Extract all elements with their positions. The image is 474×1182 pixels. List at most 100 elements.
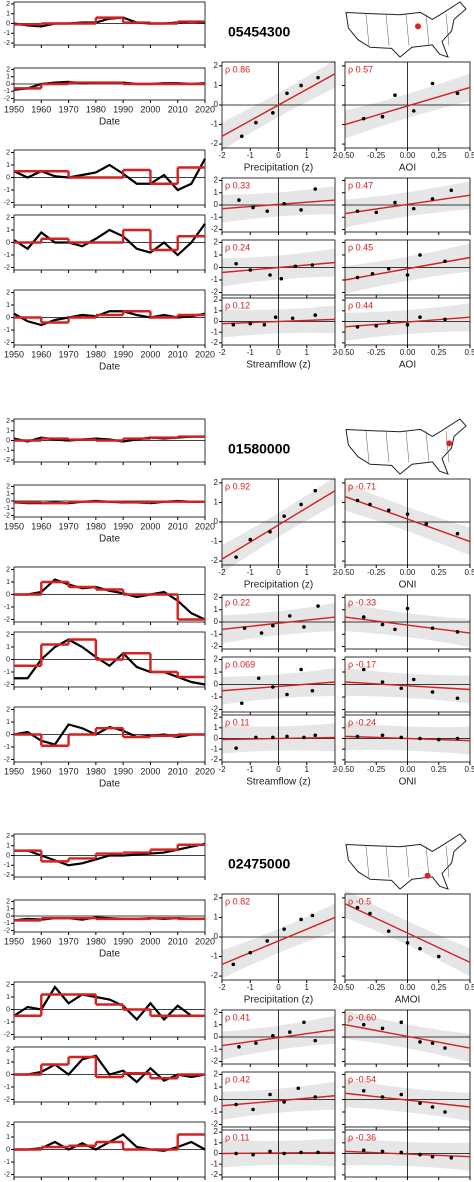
x-tick-label: 1980 bbox=[86, 349, 106, 359]
y-tick-label: 2 bbox=[214, 1008, 219, 1017]
rho-label: ρ 0.069 bbox=[225, 659, 255, 669]
y-tick-label: 0 bbox=[6, 913, 10, 920]
x-tick-label: 2000 bbox=[140, 349, 160, 359]
x-tick-label: 1990 bbox=[113, 349, 133, 359]
y-tick-label: -1 bbox=[211, 952, 219, 961]
map-border bbox=[365, 430, 370, 463]
data-point bbox=[313, 488, 318, 493]
map-border bbox=[425, 430, 430, 463]
data-point bbox=[443, 259, 447, 264]
map-border bbox=[385, 845, 390, 878]
data-point bbox=[285, 692, 289, 697]
y-tick-label: 1 bbox=[214, 605, 219, 614]
data-point bbox=[254, 1041, 258, 1045]
rho-label: ρ 0.44 bbox=[348, 300, 373, 310]
data-point bbox=[355, 325, 360, 329]
x-tick-label: 0.00 bbox=[400, 765, 416, 774]
gauge-location bbox=[424, 872, 431, 879]
x-tick-label: 1 bbox=[305, 151, 310, 160]
data-point bbox=[455, 91, 460, 96]
y-tick-label: -2 bbox=[211, 1057, 219, 1066]
y-tick-label: 0 bbox=[214, 932, 219, 941]
x-axis-label: Streamflow (z) bbox=[246, 777, 310, 788]
y-tick-label: 0 bbox=[214, 200, 219, 209]
map-border bbox=[365, 845, 370, 878]
data-point bbox=[399, 686, 404, 691]
y-tick-label: -1 bbox=[4, 920, 10, 927]
x-tick-label: -2 bbox=[218, 568, 226, 577]
data-point bbox=[455, 531, 460, 536]
rho-label: ρ 0.47 bbox=[348, 180, 373, 190]
x-tick-label: 2010 bbox=[168, 521, 188, 531]
y-tick-label: -2 bbox=[4, 681, 10, 688]
x-tick-label: 0.00 bbox=[400, 983, 416, 992]
x-axis-label: AMOI bbox=[395, 995, 421, 1006]
y-tick-label: 1 bbox=[214, 188, 219, 197]
map-border bbox=[385, 430, 390, 463]
fit-line bbox=[221, 199, 336, 210]
fit-line bbox=[344, 1150, 471, 1158]
x-tick-label: 2000 bbox=[140, 104, 160, 114]
y-tick-label: 0 bbox=[6, 239, 10, 246]
y-tick-label: 1 bbox=[214, 250, 219, 259]
y-tick-label: 2 bbox=[6, 1, 10, 8]
data-point bbox=[313, 733, 318, 738]
x-tick-label: 2010 bbox=[168, 104, 188, 114]
y-tick-label: -1 bbox=[4, 1019, 10, 1026]
map-border bbox=[365, 13, 370, 46]
data-point bbox=[251, 205, 255, 210]
y-tick-label: -2 bbox=[4, 95, 10, 102]
y-tick-label: 2 bbox=[214, 1127, 219, 1136]
x-axis-label: Date bbox=[99, 117, 121, 128]
x-tick-label: 1950 bbox=[4, 349, 24, 359]
fit-line bbox=[221, 681, 336, 692]
y-tick-label: -1 bbox=[4, 505, 10, 512]
y-tick-label: 2 bbox=[6, 833, 10, 840]
x-tick-label: 0.25 bbox=[431, 765, 447, 774]
y-tick-label: 1 bbox=[214, 1082, 219, 1091]
x-tick-label: 2020 bbox=[195, 349, 215, 359]
data-point bbox=[405, 273, 410, 277]
y-tick-label: -2 bbox=[4, 872, 10, 879]
x-tick-label: 1 bbox=[305, 568, 310, 577]
data-point bbox=[374, 210, 379, 215]
x-tick-label: 1970 bbox=[59, 104, 79, 114]
rho-label: ρ -0.17 bbox=[348, 659, 376, 669]
y-tick-label: 2 bbox=[6, 1046, 10, 1053]
y-tick-label: -1 bbox=[4, 187, 10, 194]
x-tick-label: 2000 bbox=[140, 766, 160, 776]
station-id: 01580000 bbox=[228, 441, 291, 457]
x-tick-label: -0.50 bbox=[336, 348, 355, 357]
x-axis-label: ONI bbox=[399, 777, 417, 788]
y-tick-label: -1 bbox=[211, 120, 219, 129]
data-point bbox=[302, 625, 306, 629]
fit-line bbox=[344, 1024, 471, 1049]
y-tick-label: 1 bbox=[6, 491, 10, 498]
data-point bbox=[271, 1033, 275, 1038]
y-tick-label: -1 bbox=[4, 252, 10, 259]
data-point bbox=[399, 735, 404, 740]
fit-line bbox=[221, 916, 336, 966]
smooth-line bbox=[14, 578, 206, 621]
data-point bbox=[310, 688, 315, 693]
data-point bbox=[443, 1110, 447, 1114]
y-tick-label: -2 bbox=[211, 755, 219, 764]
data-point bbox=[430, 690, 435, 694]
data-point bbox=[370, 271, 375, 276]
x-tick-label: 0 bbox=[276, 765, 281, 774]
x-tick-label: 0 bbox=[276, 568, 281, 577]
data-point bbox=[251, 1152, 255, 1157]
data-point bbox=[299, 667, 303, 672]
x-axis-label: AOI bbox=[399, 163, 416, 174]
y-tick-label: 2 bbox=[6, 898, 10, 905]
x-tick-label: -0.25 bbox=[367, 348, 386, 357]
y-tick-label: 0 bbox=[6, 1146, 10, 1153]
y-tick-label: 2 bbox=[214, 61, 219, 70]
data-point bbox=[231, 962, 236, 967]
x-tick-label: -0.50 bbox=[336, 983, 355, 992]
y-tick-label: -2 bbox=[4, 512, 10, 519]
y-tick-label: -1 bbox=[4, 669, 10, 676]
data-point bbox=[271, 111, 275, 115]
x-tick-label: 1980 bbox=[86, 936, 106, 946]
data-point bbox=[430, 1105, 435, 1109]
